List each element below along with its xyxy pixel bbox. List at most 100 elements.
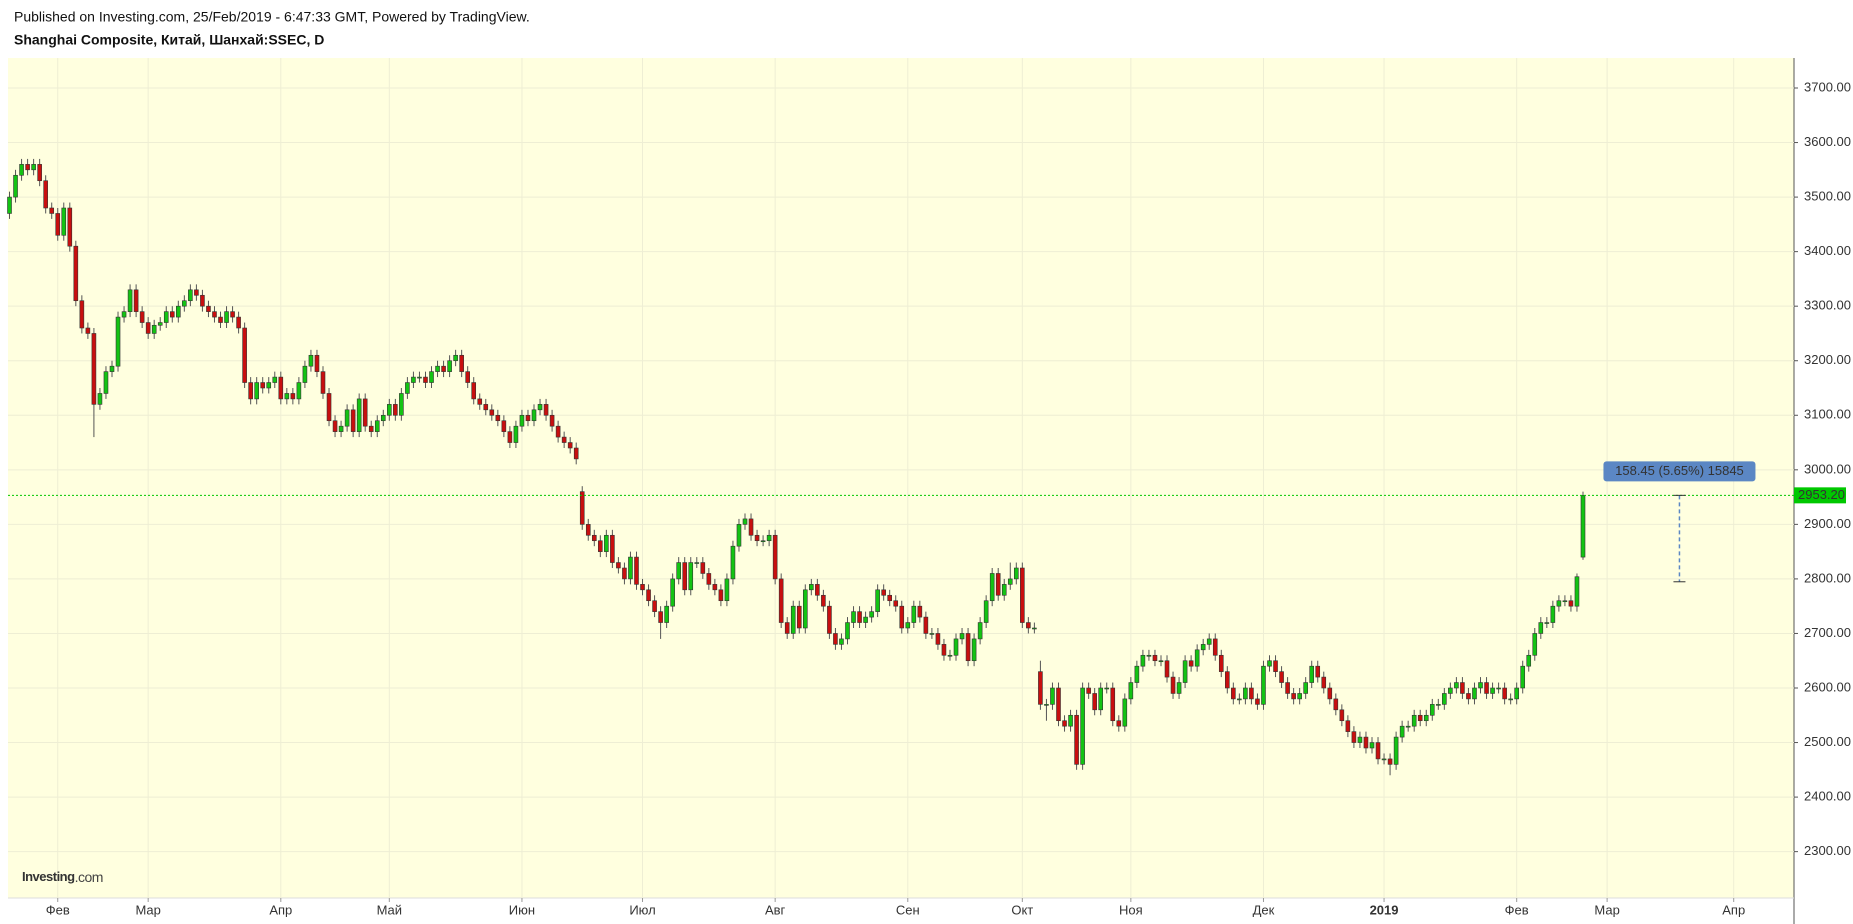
candle-body bbox=[881, 589, 886, 596]
candle-body bbox=[1393, 736, 1399, 765]
y-tick-label: 2300.00 bbox=[1804, 843, 1851, 858]
candle-body bbox=[49, 207, 55, 214]
candle-body bbox=[965, 633, 971, 662]
candle-body bbox=[61, 207, 67, 236]
candle-body bbox=[1020, 567, 1025, 623]
candle-body bbox=[610, 534, 615, 563]
candle-body bbox=[616, 562, 621, 569]
candle-body bbox=[507, 431, 513, 443]
candle-body bbox=[1496, 687, 1501, 690]
candle-body bbox=[748, 518, 754, 536]
candle-body bbox=[1514, 687, 1519, 700]
candle-body bbox=[465, 371, 470, 383]
candle-body bbox=[157, 322, 163, 326]
candle-body bbox=[459, 354, 464, 372]
candle-body bbox=[959, 633, 965, 640]
candle-body bbox=[1206, 638, 1212, 645]
plot-area bbox=[8, 58, 1794, 898]
candle-body bbox=[1399, 725, 1405, 738]
y-tick-label: 3500.00 bbox=[1804, 189, 1851, 204]
candle-body bbox=[254, 382, 259, 400]
candle-body bbox=[405, 382, 410, 394]
candle-body bbox=[1417, 714, 1423, 722]
candle-body bbox=[169, 311, 175, 318]
candle-body bbox=[1279, 671, 1284, 683]
candle-body bbox=[423, 376, 428, 383]
x-tick-label: Сен bbox=[896, 902, 920, 917]
candle-body bbox=[127, 289, 133, 312]
candle-body bbox=[676, 562, 681, 580]
x-tick-label: Июл bbox=[629, 902, 655, 917]
candle-body bbox=[1357, 736, 1363, 743]
candle-body bbox=[839, 638, 844, 645]
candle-body bbox=[567, 442, 573, 449]
price-label-box bbox=[1794, 487, 1846, 504]
candle-body bbox=[688, 562, 694, 591]
candle-body bbox=[1315, 665, 1321, 678]
candle-body bbox=[55, 213, 61, 236]
candle-body bbox=[718, 589, 724, 602]
candle-body bbox=[1146, 654, 1152, 657]
candle-body bbox=[1152, 654, 1158, 662]
candle-body bbox=[1032, 627, 1037, 630]
candle-body bbox=[742, 518, 748, 525]
candle-body bbox=[435, 365, 440, 372]
y-tick-label: 2800.00 bbox=[1804, 570, 1851, 585]
y-tick-label: 3600.00 bbox=[1804, 134, 1851, 149]
candle-body bbox=[447, 360, 452, 372]
x-tick-label: Фев bbox=[1505, 902, 1529, 917]
candle-body bbox=[296, 382, 302, 400]
candle-body bbox=[1303, 682, 1308, 694]
candle-body bbox=[1363, 736, 1369, 749]
candle-body bbox=[399, 393, 404, 416]
candle-body bbox=[374, 420, 380, 432]
candle-body bbox=[1080, 687, 1085, 765]
candle-body bbox=[194, 289, 199, 296]
candle-body bbox=[1442, 693, 1447, 705]
candle-body bbox=[218, 316, 223, 323]
candle-body bbox=[1538, 622, 1544, 634]
candle-body bbox=[1285, 682, 1290, 694]
candle-body bbox=[513, 425, 519, 443]
x-tick-label: Окт bbox=[1011, 902, 1033, 917]
candle-body bbox=[1550, 605, 1556, 623]
candle-body bbox=[760, 540, 766, 543]
y-tick-label: 2500.00 bbox=[1804, 734, 1851, 749]
x-tick-label: Фев bbox=[46, 902, 70, 917]
candle-body bbox=[1321, 676, 1327, 689]
x-tick-label: Апр bbox=[269, 902, 292, 917]
candle-body bbox=[13, 174, 18, 198]
candle-body bbox=[1261, 665, 1266, 705]
measure-label-box bbox=[1603, 461, 1756, 482]
logo: Investing.com bbox=[22, 869, 103, 885]
y-tick-label: 3100.00 bbox=[1804, 407, 1851, 422]
candle-body bbox=[1387, 758, 1393, 765]
x-tick-label: Дек bbox=[1253, 902, 1275, 917]
candle-body bbox=[212, 311, 217, 318]
candle-body bbox=[1176, 682, 1182, 694]
candle-body bbox=[1050, 687, 1055, 705]
candle-body bbox=[1243, 687, 1248, 700]
candle-body bbox=[230, 311, 235, 318]
candle-body bbox=[658, 611, 663, 623]
candle-body bbox=[995, 573, 1001, 596]
candle-body bbox=[1436, 704, 1441, 706]
candle-body bbox=[604, 534, 609, 552]
candle-body bbox=[543, 404, 549, 416]
candle-body bbox=[911, 605, 917, 623]
candle-body bbox=[67, 207, 73, 247]
candle-body bbox=[809, 584, 814, 591]
candle-body bbox=[1044, 704, 1049, 706]
candle-body bbox=[1170, 676, 1176, 694]
grid bbox=[8, 58, 1794, 898]
candle-body bbox=[1333, 698, 1339, 711]
y-tick-label: 3200.00 bbox=[1804, 352, 1851, 367]
candle-body bbox=[1502, 687, 1507, 700]
y-tick-label: 3000.00 bbox=[1804, 461, 1851, 476]
candle-body bbox=[875, 589, 880, 612]
candle-body bbox=[1140, 654, 1146, 667]
candle-body bbox=[380, 414, 386, 422]
candle-body bbox=[989, 573, 995, 602]
candle-body bbox=[1104, 687, 1110, 690]
